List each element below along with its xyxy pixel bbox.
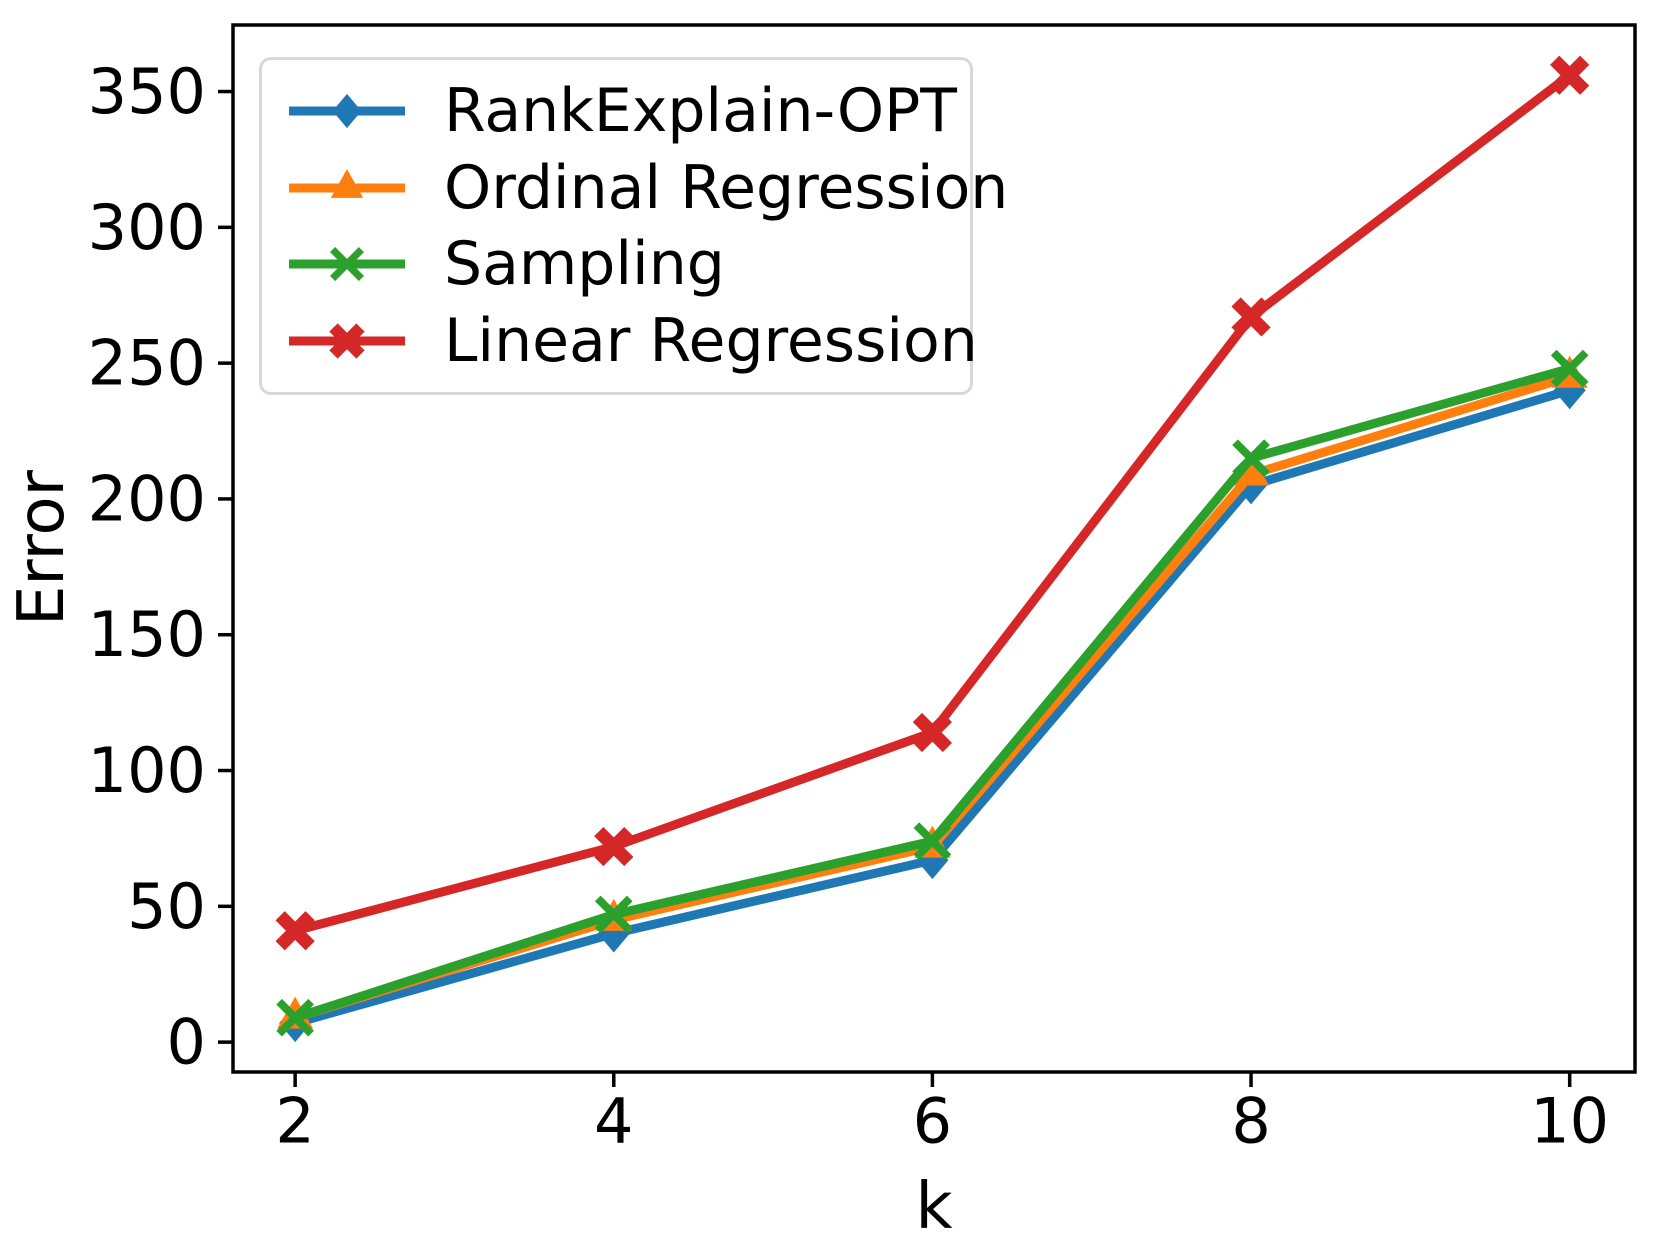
series-line-ordinal-regression <box>293 372 1571 1022</box>
series-line-sampling <box>293 364 1571 1022</box>
y-tick-label-150: 150 <box>88 598 206 671</box>
legend-sample-marker <box>329 322 365 359</box>
sampling-line-marker-icon <box>289 247 405 282</box>
y-tick-label-0: 0 <box>167 1006 206 1079</box>
data-point-linear-regression-k4 <box>594 826 634 867</box>
data-point-sampling-k8 <box>1232 439 1270 478</box>
x-tick-label-10: 10 <box>1530 1085 1609 1158</box>
legend-sample-marker <box>330 168 364 198</box>
x-tick-label-6: 6 <box>913 1085 952 1158</box>
legend-label-rankexplain-opt: RankExplain-OPT <box>444 76 957 147</box>
y-tick-label-100: 100 <box>88 734 206 807</box>
rankexplain-opt-line-marker-icon <box>289 94 405 129</box>
y-axis-label: Error <box>5 470 79 626</box>
legend-sample-marker <box>330 247 364 282</box>
x-tick-label-2: 2 <box>275 1085 314 1158</box>
data-point-sampling-k4 <box>594 895 633 934</box>
linear-regression-line-marker-icon <box>289 322 405 359</box>
legend-label-ordinal-regression: Ordinal Regression <box>444 152 1009 223</box>
legend: RankExplain-OPT Ordinal Regression Sampl… <box>259 57 1008 395</box>
data-point-sampling-k2 <box>276 998 314 1037</box>
y-tick-label-300: 300 <box>88 191 206 264</box>
legend-item-rankexplain-opt: RankExplain-OPT <box>286 76 958 146</box>
x-axis-label: k <box>915 1170 953 1244</box>
data-point-sampling-k10 <box>1550 349 1589 388</box>
series-line-rankexplain-opt <box>293 385 1571 1028</box>
data-point-ordinal-regression-k8 <box>1233 453 1270 486</box>
legend-sample-marker <box>332 94 362 129</box>
legend-label-sampling: Sampling <box>444 229 725 300</box>
data-point-linear-regression-k8 <box>1231 297 1271 337</box>
y-tick-label-200: 200 <box>88 462 206 535</box>
y-tick-label-50: 50 <box>127 870 206 943</box>
legend-item-sampling: Sampling <box>286 229 958 299</box>
y-tick-label-250: 250 <box>88 327 206 400</box>
x-tick-label-8: 8 <box>1231 1085 1270 1158</box>
data-point-sampling-k6 <box>913 822 952 860</box>
legend-label-linear-regression: Linear Regression <box>444 305 978 376</box>
data-point-linear-regression-k2 <box>275 911 315 951</box>
y-tick-label-350: 350 <box>88 55 206 128</box>
legend-item-linear-regression: Linear Regression <box>286 306 978 376</box>
data-point-linear-regression-k10 <box>1550 55 1590 95</box>
data-point-linear-regression-k6 <box>912 712 953 753</box>
legend-item-ordinal-regression: Ordinal Regression <box>286 153 1008 223</box>
ordinal-regression-line-marker-icon <box>289 168 405 198</box>
x-tick-label-4: 4 <box>594 1085 633 1158</box>
